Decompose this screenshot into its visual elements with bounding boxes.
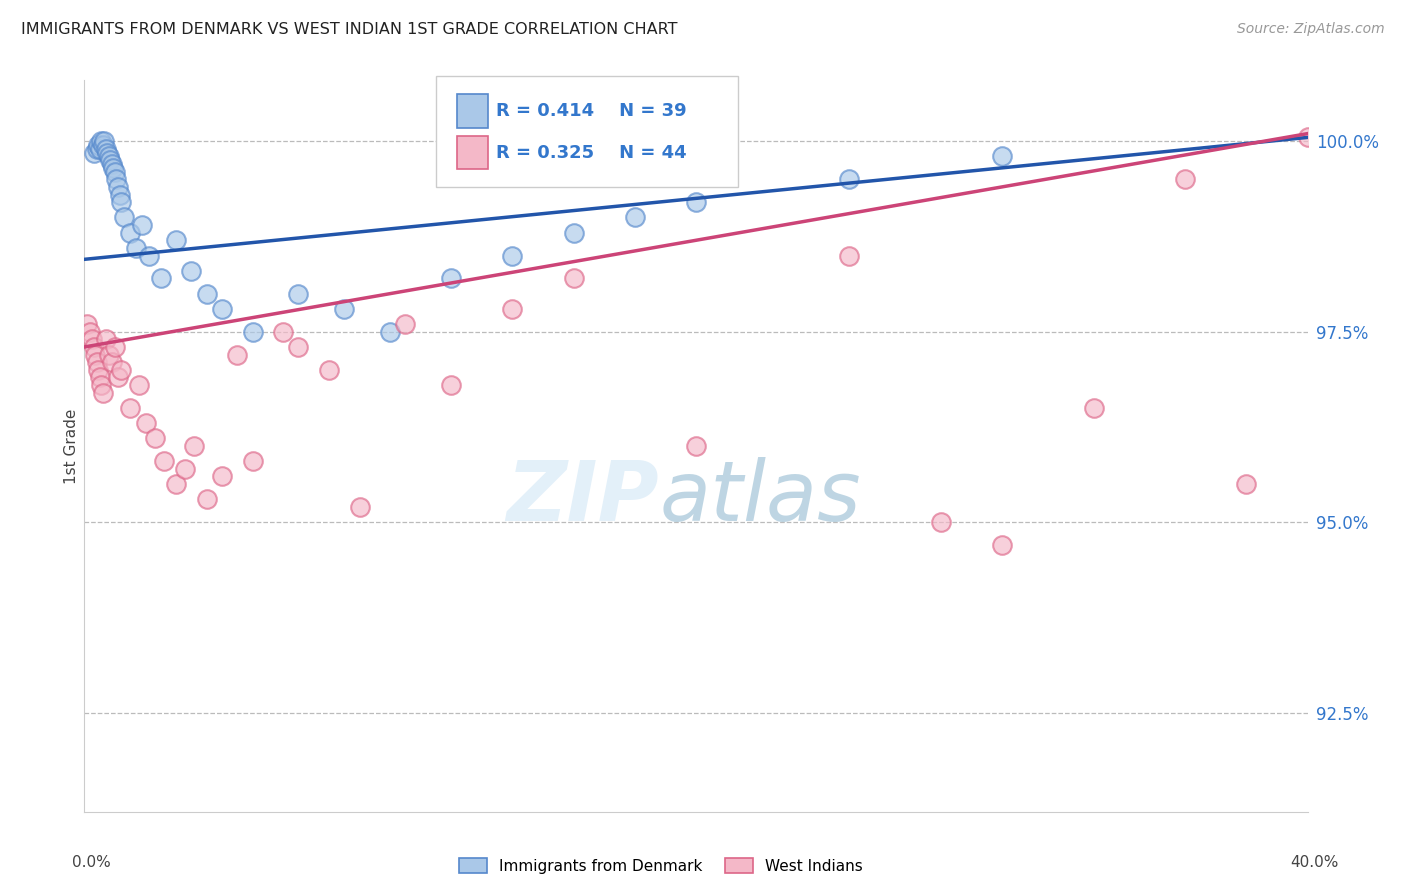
- Point: [80, 332, 103, 346]
- Point: [1083, 401, 1105, 415]
- Point: [87, 363, 110, 377]
- Point: [107, 370, 129, 384]
- Point: [1296, 130, 1319, 145]
- Point: [685, 195, 707, 210]
- Point: [1174, 172, 1197, 186]
- Point: [333, 301, 356, 316]
- Point: [180, 264, 202, 278]
- Point: [91, 138, 114, 153]
- Text: ZIP: ZIP: [506, 457, 659, 538]
- Point: [271, 325, 294, 339]
- Point: [131, 218, 153, 232]
- Point: [93, 134, 115, 148]
- Point: [112, 211, 135, 225]
- Text: IMMIGRANTS FROM DENMARK VS WEST INDIAN 1ST GRADE CORRELATION CHART: IMMIGRANTS FROM DENMARK VS WEST INDIAN 1…: [21, 22, 678, 37]
- Y-axis label: 1st Grade: 1st Grade: [63, 409, 79, 483]
- Point: [165, 233, 187, 247]
- Point: [135, 416, 157, 430]
- Point: [97, 347, 120, 361]
- Point: [90, 378, 112, 392]
- Point: [94, 142, 117, 156]
- Point: [226, 347, 249, 361]
- Point: [125, 241, 148, 255]
- Point: [104, 340, 127, 354]
- Point: [120, 226, 142, 240]
- Point: [562, 226, 585, 240]
- Point: [110, 363, 132, 377]
- Point: [108, 187, 131, 202]
- Point: [195, 492, 218, 507]
- Point: [624, 211, 647, 225]
- Point: [143, 431, 166, 445]
- Text: R = 0.414    N = 39: R = 0.414 N = 39: [496, 102, 688, 120]
- Point: [101, 355, 124, 369]
- Point: [287, 340, 309, 354]
- Point: [502, 248, 524, 262]
- Point: [86, 355, 108, 369]
- Point: [89, 142, 111, 156]
- Point: [929, 515, 952, 529]
- Point: [211, 469, 233, 483]
- Point: [562, 271, 585, 285]
- Point: [440, 271, 463, 285]
- Point: [991, 538, 1014, 552]
- Point: [211, 301, 233, 316]
- Point: [440, 378, 463, 392]
- Point: [110, 195, 132, 210]
- Point: [349, 500, 371, 514]
- Point: [120, 401, 142, 415]
- Point: [183, 439, 205, 453]
- Point: [84, 347, 107, 361]
- Text: R = 0.325    N = 44: R = 0.325 N = 44: [496, 144, 688, 161]
- Point: [1236, 477, 1258, 491]
- Point: [79, 325, 101, 339]
- Point: [83, 145, 105, 160]
- Point: [97, 149, 120, 163]
- Point: [86, 142, 108, 156]
- Point: [685, 439, 707, 453]
- Point: [76, 317, 98, 331]
- Point: [838, 248, 860, 262]
- Point: [287, 286, 309, 301]
- Text: atlas: atlas: [659, 457, 860, 538]
- Point: [242, 454, 264, 468]
- Point: [380, 325, 402, 339]
- Text: Source: ZipAtlas.com: Source: ZipAtlas.com: [1237, 22, 1385, 37]
- Point: [153, 454, 176, 468]
- Text: 0.0%: 0.0%: [72, 855, 111, 870]
- Point: [101, 157, 124, 171]
- Point: [318, 363, 340, 377]
- Point: [128, 378, 150, 392]
- Point: [195, 286, 218, 301]
- Point: [89, 370, 111, 384]
- Legend: Immigrants from Denmark, West Indians: Immigrants from Denmark, West Indians: [453, 852, 869, 880]
- Point: [502, 301, 524, 316]
- Point: [96, 145, 118, 160]
- Point: [107, 180, 129, 194]
- Point: [242, 325, 264, 339]
- Point: [91, 385, 114, 400]
- Point: [105, 172, 128, 186]
- Point: [94, 332, 117, 346]
- Point: [87, 138, 110, 153]
- Point: [991, 149, 1014, 163]
- Point: [90, 134, 112, 148]
- Point: [149, 271, 172, 285]
- Point: [83, 340, 105, 354]
- Point: [174, 462, 197, 476]
- Point: [104, 164, 127, 178]
- Point: [138, 248, 160, 262]
- Point: [103, 161, 125, 175]
- Point: [98, 153, 121, 168]
- Point: [165, 477, 187, 491]
- Point: [838, 172, 860, 186]
- Point: [394, 317, 416, 331]
- Text: 40.0%: 40.0%: [1291, 855, 1339, 870]
